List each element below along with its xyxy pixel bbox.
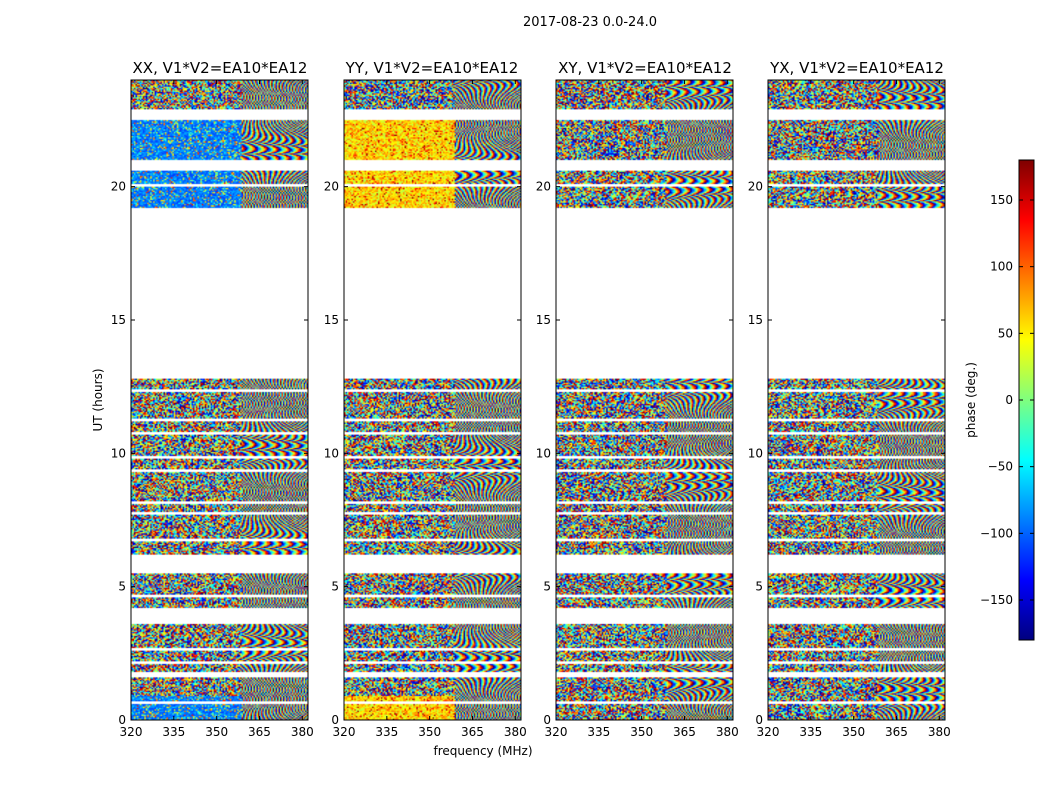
phase-image [131,80,308,720]
y-tick-label: 0 [543,713,551,727]
panel-title: YY, V1*V2=EA10*EA12 [345,59,519,77]
axes-frame [343,79,522,721]
y-tick-label: 10 [324,446,339,460]
y-tick-label: 0 [331,713,339,727]
colorbar-tick-label: 0 [1005,393,1013,407]
axes-frame [130,79,309,721]
colorbar-gradient: −150 −100 −50 0 50 100 150 [980,159,1035,641]
panel-title: XY, V1*V2=EA10*EA12 [558,59,732,77]
x-tick-label: 380 [291,725,314,739]
colorbar: −150 −100 −50 0 50 100 150 phase (deg.) [964,159,1035,641]
x-tick-label: 320 [545,725,568,739]
panel-title: YX, V1*V2=EA10*EA12 [769,59,944,77]
x-tick-label: 380 [928,725,951,739]
x-tick-label: 320 [120,725,143,739]
y-tick-label: 20 [536,180,551,194]
y-tick-label: 15 [536,313,551,327]
x-tick-label: 335 [375,725,398,739]
panel-xx: XX, V1*V2=EA10*EA12 320 335 350 365 380 0 5 10 1… [111,59,314,739]
y-tick-label: 0 [118,713,126,727]
y-tick-label: 10 [536,446,551,460]
x-tick-label: 335 [799,725,822,739]
colorbar-tick-label: 100 [990,260,1013,274]
y-tick-label: 10 [748,446,763,460]
phase-heatmap: 320 335 350 365 380 0 5 10 15 20 [324,79,527,739]
y-axis-label: UT (hours) [91,368,105,431]
panel-yy: YY, V1*V2=EA10*EA12 320 335 350 365 380 0 5 10 1… [324,59,527,739]
y-tick-label: 15 [111,313,126,327]
y-tick-label: 20 [324,180,339,194]
x-tick-label: 365 [885,725,908,739]
x-tick-label: 365 [673,725,696,739]
phase-image [768,80,945,720]
x-tick-label: 350 [418,725,441,739]
x-tick-label: 350 [205,725,228,739]
x-tick-label: 335 [162,725,185,739]
y-tick-label: 20 [111,180,126,194]
phase-image [344,80,521,720]
panel-xy: XY, V1*V2=EA10*EA12 320 335 350 365 380 0 5 10 1… [536,59,739,739]
x-tick-label: 320 [757,725,780,739]
phase-heatmap: 320 335 350 365 380 0 5 10 15 20 [536,79,739,739]
phase-heatmap: 320 335 350 365 380 0 5 10 15 20 [111,79,314,739]
x-tick-label: 380 [504,725,527,739]
x-tick-label: 335 [587,725,610,739]
y-tick-label: 15 [748,313,763,327]
y-tick-label: 5 [755,580,763,594]
y-tick-label: 15 [324,313,339,327]
colorbar-tick-label: 50 [998,326,1013,340]
colorbar-tick-label: −50 [988,460,1013,474]
x-tick-label: 350 [630,725,653,739]
axes-frame [555,79,734,721]
colorbar-label: phase (deg.) [964,362,978,438]
x-tick-label: 320 [333,725,356,739]
y-tick-label: 10 [111,446,126,460]
panel-yx: YX, V1*V2=EA10*EA12 320 335 350 365 380 0 5 10 1… [748,59,951,739]
x-tick-label: 365 [461,725,484,739]
y-tick-label: 0 [755,713,763,727]
y-tick-label: 5 [118,580,126,594]
y-tick-label: 5 [543,580,551,594]
phase-heatmap: 320 335 350 365 380 0 5 10 15 20 [748,79,951,739]
y-tick-label: 20 [748,180,763,194]
y-tick-label: 5 [331,580,339,594]
phase-image [556,80,733,720]
axes-frame [767,79,946,721]
x-axis-label: frequency (MHz) [433,744,532,758]
x-tick-label: 350 [842,725,865,739]
x-tick-label: 365 [248,725,271,739]
colorbar-tick-label: −150 [980,593,1013,607]
x-tick-label: 380 [716,725,739,739]
colorbar-tick-label: 150 [990,193,1013,207]
panel-title: XX, V1*V2=EA10*EA12 [133,59,308,77]
colorbar-tick-label: −100 [980,526,1013,540]
figure-suptitle: 2017-08-23 0.0-24.0 [523,15,657,30]
